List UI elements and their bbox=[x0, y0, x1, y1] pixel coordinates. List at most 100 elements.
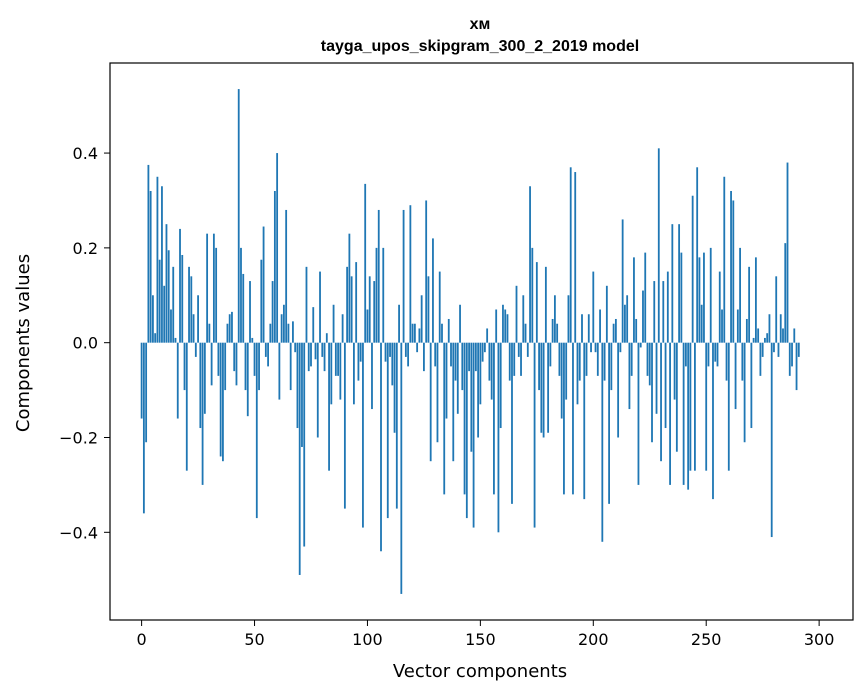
bar-component-204 bbox=[601, 342, 604, 542]
x-tick-label: 0 bbox=[137, 630, 147, 649]
bar-component-243 bbox=[689, 342, 692, 471]
bar-component-64 bbox=[285, 209, 288, 343]
bar-component-65 bbox=[287, 323, 290, 343]
bar-component-153 bbox=[486, 328, 489, 343]
bar-component-1 bbox=[142, 342, 145, 514]
bar-component-263 bbox=[734, 342, 737, 410]
y-axis-label: Components values bbox=[13, 254, 34, 432]
bar-component-250 bbox=[705, 342, 708, 471]
bar-component-272 bbox=[754, 257, 757, 343]
bar-component-273 bbox=[757, 328, 760, 343]
bar-component-178 bbox=[542, 342, 545, 438]
bar-component-136 bbox=[447, 318, 450, 343]
bar-component-159 bbox=[499, 342, 502, 429]
bar-component-187 bbox=[563, 342, 565, 495]
bar-component-138 bbox=[452, 342, 455, 462]
bar-component-234 bbox=[669, 342, 671, 485]
x-tick-label: 200 bbox=[578, 630, 609, 649]
bar-component-240 bbox=[682, 342, 685, 485]
bar-component-288 bbox=[791, 342, 793, 367]
bar-component-201 bbox=[594, 342, 597, 353]
y-tick-label: 0.0 bbox=[73, 334, 98, 353]
bar-component-276 bbox=[764, 337, 766, 343]
chart-title: хм bbox=[470, 16, 491, 33]
bar-component-154 bbox=[488, 342, 491, 381]
bar-component-158 bbox=[497, 342, 500, 533]
bar-component-261 bbox=[730, 190, 732, 343]
bar-component-24 bbox=[194, 342, 197, 357]
bar-component-21 bbox=[188, 266, 190, 343]
bar-component-203 bbox=[599, 309, 601, 343]
bar-component-166 bbox=[515, 285, 518, 343]
bar-component-50 bbox=[253, 342, 256, 376]
bar-component-96 bbox=[357, 342, 360, 381]
bar-component-76 bbox=[312, 307, 315, 343]
bar-component-262 bbox=[732, 200, 735, 343]
bar-component-147 bbox=[472, 342, 475, 528]
bar-component-116 bbox=[402, 209, 405, 343]
x-tick-label: 50 bbox=[244, 630, 264, 649]
bar-component-179 bbox=[544, 266, 547, 343]
bar-component-235 bbox=[671, 224, 674, 343]
bars-group bbox=[140, 89, 800, 594]
bar-component-126 bbox=[425, 200, 428, 343]
bar-component-10 bbox=[163, 285, 166, 343]
bar-component-233 bbox=[666, 271, 669, 343]
bar-component-118 bbox=[407, 342, 410, 367]
bar-component-206 bbox=[605, 285, 608, 343]
bar-component-92 bbox=[348, 233, 351, 343]
bar-component-17 bbox=[179, 228, 181, 343]
bar-component-209 bbox=[612, 323, 615, 343]
bar-component-242 bbox=[687, 342, 690, 490]
bar-component-131 bbox=[436, 342, 439, 443]
bar-component-39 bbox=[228, 314, 231, 343]
bar-component-188 bbox=[565, 342, 568, 400]
bar-component-216 bbox=[628, 342, 631, 410]
bar-component-208 bbox=[610, 342, 613, 391]
bar-component-268 bbox=[745, 318, 748, 343]
bar-component-99 bbox=[364, 183, 367, 343]
bar-component-20 bbox=[185, 342, 188, 471]
bar-component-265 bbox=[739, 247, 741, 343]
bar-component-66 bbox=[289, 342, 292, 391]
bar-component-171 bbox=[526, 342, 529, 357]
bar-component-22 bbox=[190, 276, 193, 343]
bar-component-91 bbox=[346, 266, 349, 343]
bar-component-85 bbox=[332, 304, 335, 343]
bar-component-44 bbox=[240, 247, 242, 343]
bar-component-270 bbox=[750, 342, 753, 429]
bar-component-74 bbox=[307, 342, 310, 372]
bar-component-67 bbox=[292, 321, 294, 343]
bar-component-37 bbox=[224, 342, 227, 391]
bar-component-181 bbox=[549, 342, 552, 367]
bar-component-226 bbox=[651, 342, 653, 443]
bar-component-186 bbox=[560, 342, 563, 419]
bar-component-127 bbox=[427, 276, 430, 343]
bar-component-283 bbox=[779, 314, 782, 343]
bar-component-114 bbox=[398, 304, 400, 343]
bar-component-129 bbox=[432, 238, 434, 343]
bar-component-16 bbox=[176, 342, 179, 419]
bar-component-8 bbox=[158, 259, 161, 343]
bar-component-194 bbox=[578, 342, 581, 381]
bar-component-152 bbox=[483, 342, 486, 353]
bar-component-3 bbox=[147, 164, 150, 343]
bar-component-144 bbox=[465, 342, 468, 519]
bar-component-15 bbox=[174, 337, 177, 343]
bar-component-277 bbox=[766, 333, 769, 343]
bar-component-62 bbox=[280, 314, 283, 343]
plot-frame bbox=[109, 62, 854, 621]
bar-component-28 bbox=[203, 342, 206, 414]
bar-component-89 bbox=[341, 314, 344, 343]
bar-component-278 bbox=[768, 314, 771, 343]
bar-component-108 bbox=[384, 342, 387, 362]
bar-component-84 bbox=[330, 342, 333, 405]
bar-component-168 bbox=[520, 342, 522, 376]
bar-component-267 bbox=[743, 342, 746, 443]
bar-component-81 bbox=[323, 342, 326, 372]
bar-component-130 bbox=[434, 342, 437, 367]
bar-component-257 bbox=[721, 309, 723, 343]
bar-component-6 bbox=[154, 333, 157, 343]
bar-component-246 bbox=[696, 167, 699, 343]
bar-component-182 bbox=[551, 318, 554, 343]
